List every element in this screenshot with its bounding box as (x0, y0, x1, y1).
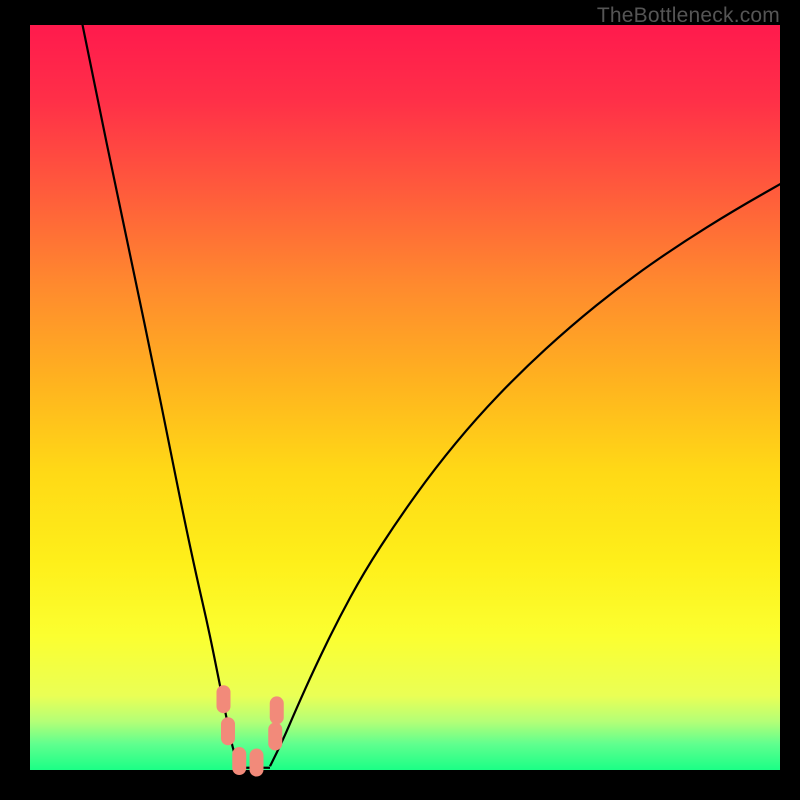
optimum-marker (268, 722, 282, 750)
optimum-marker (250, 749, 264, 777)
outer-frame: TheBottleneck.com (0, 0, 800, 800)
optimum-marker (232, 747, 246, 775)
marker-layer (30, 25, 780, 770)
watermark-text: TheBottleneck.com (597, 4, 780, 28)
optimum-marker (217, 685, 231, 713)
optimum-marker (270, 696, 284, 724)
plot-area (30, 25, 780, 770)
optimum-marker (221, 717, 235, 745)
